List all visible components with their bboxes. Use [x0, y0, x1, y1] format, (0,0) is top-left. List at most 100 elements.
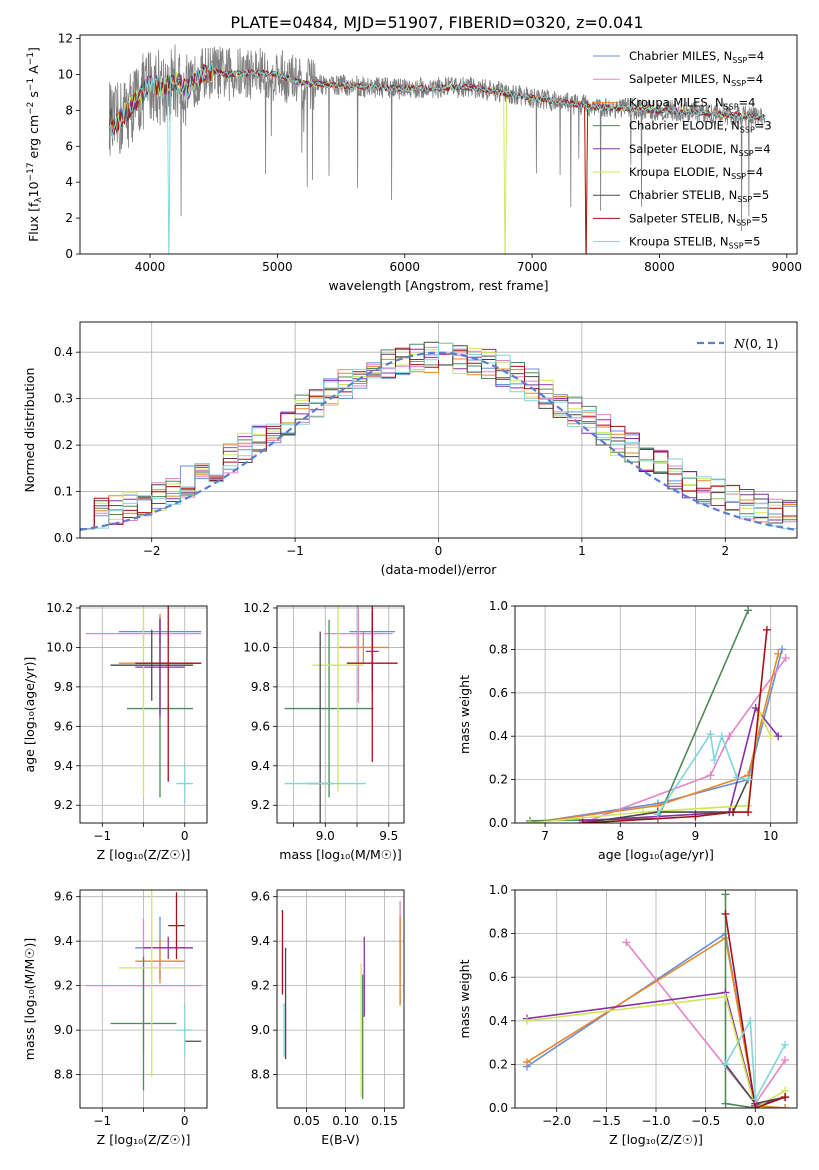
x-tick-label: 9000 [772, 260, 803, 274]
y-tick-label: 0.6 [489, 686, 508, 700]
y-tick-label: 10.0 [243, 640, 270, 654]
residual-histogram [80, 347, 797, 530]
legend-entry: Salpeter MILES, NSSP=4 [629, 72, 763, 88]
weight-marker [762, 625, 771, 634]
axes: −2 −1 0 1 2 0.0 0.1 0.2 0.3 0.4 (data-model)/error… [22, 321, 798, 577]
legend-entry-tail: =5 [744, 235, 761, 249]
gaussian-curve [80, 351, 797, 531]
plot-area [522, 890, 790, 1108]
legend-entry-sub: SSP [732, 56, 747, 65]
spectrum-legend: Chabrier MILES, NSSP=4 Salpeter MILES, NS… [593, 49, 772, 251]
axes-frame [514, 605, 798, 824]
weight-line [529, 653, 779, 823]
y-axis-label-part: Flux [f [26, 202, 41, 242]
weight-line [582, 779, 749, 823]
axes-frame [276, 889, 405, 1109]
weight-marker [781, 1093, 790, 1102]
figure-title: PLATE=0484, MJD=51907, FIBERID=0320, z=0… [230, 13, 643, 32]
weight-marker [717, 732, 726, 741]
legend-entry-main: Kroupa ELODIE, N [629, 165, 731, 179]
y-tick-label: 0.1 [54, 485, 73, 499]
legend-entry: Kroupa ELODIE, NSSP=4 [629, 165, 763, 181]
x-tick-label: 6000 [389, 260, 420, 274]
legend-entry-sub: SSP [739, 149, 754, 158]
axes-frame [79, 605, 208, 824]
x-axis-label: age [log₁₀(age/yr)] [598, 847, 714, 862]
y-axis-label-part: A [26, 65, 41, 78]
axes-frame [79, 34, 798, 255]
weight-marker [522, 1016, 531, 1025]
x-tick-label: 0.05 [293, 1114, 320, 1128]
weight-line [582, 657, 787, 823]
y-tick-label: 4 [65, 175, 73, 189]
x-tick-label: 8000 [644, 260, 675, 274]
x-tick-label: 0 [435, 544, 443, 558]
legend-entry-tail: =5 [751, 211, 768, 225]
legend-entry-tail: =4 [754, 142, 771, 156]
legend-entry-main: Chabrier ELODIE, N [629, 119, 740, 133]
x-tick-label: 4000 [135, 260, 166, 274]
y-tick-label: 9.8 [54, 680, 73, 694]
legend-entry-sub: SSP [729, 242, 744, 251]
weight-marker [732, 773, 741, 782]
weight-marker [781, 1040, 790, 1049]
y-tick-label: 9.8 [251, 680, 270, 694]
y-tick-label: 10.2 [46, 601, 73, 615]
axes: 9.0 9.5 9.2 9.4 9.6 9.8 10.0 10.2 mass [log₁₀(M/… [243, 601, 405, 862]
y-axis-label: mass weight [457, 675, 472, 754]
legend-entry-tail: =4 [747, 49, 764, 63]
weight-marker [622, 938, 631, 947]
legend-entry-main: Kroupa STELIB, N [629, 235, 729, 249]
weight-marker [578, 819, 587, 823]
y-tick-label: 8 [65, 103, 73, 117]
x-tick-label: 0 [181, 829, 189, 843]
x-tick-label: 5000 [262, 260, 293, 274]
y-tick-label: 0.4 [489, 1014, 508, 1028]
y-tick-label: 9.4 [54, 759, 73, 773]
y-axis-label-part: 10 [26, 181, 41, 197]
axes: 0.05 0.10 0.15 8.8 9.0 9.2 9.4 9.6 E(B-V) [251, 889, 405, 1147]
y-tick-label: 9.2 [251, 798, 270, 812]
x-tick-label: 7 [541, 829, 549, 843]
weight-marker [746, 1016, 755, 1025]
y-tick-label: 9.0 [54, 1023, 73, 1037]
weight-marker [522, 1058, 531, 1067]
y-tick-label: 8.8 [251, 1068, 270, 1082]
y-tick-label: 0.2 [489, 773, 508, 787]
weight-marker [781, 1104, 790, 1108]
x-tick-label: −1 [93, 829, 111, 843]
y-axis-label: Normed distribution [22, 368, 37, 493]
y-tick-label: 9.2 [251, 979, 270, 993]
plot-area [80, 341, 797, 531]
y-tick-label: 2 [65, 211, 73, 225]
legend-entry: Chabrier MILES, NSSP=4 [629, 49, 764, 65]
legend-entry-sub: SSP [731, 79, 746, 88]
weight-marker [706, 730, 715, 739]
x-tick-label: −1.0 [641, 1114, 670, 1128]
y-tick-label: 9.2 [54, 979, 73, 993]
y-tick-label: 9.0 [251, 1023, 270, 1037]
axes: 7 8 9 10 0.0 0.2 0.4 0.6 0.8 1.0 age [log₁₀(age/yr… [457, 599, 798, 862]
y-tick-label: 9.4 [54, 934, 73, 948]
legend-entry-main: Kroupa MILES, N [629, 95, 724, 109]
weight-marker [721, 909, 730, 918]
x-tick-label: 0.10 [332, 1114, 359, 1128]
weight-marker [729, 808, 738, 817]
grid [515, 889, 797, 1109]
y-axis-label: age [log₁₀(age/yr)] [22, 657, 37, 773]
x-tick-label: −2 [143, 544, 161, 558]
y-tick-label: 8.8 [54, 1068, 73, 1082]
x-tick-label: 0.0 [746, 1114, 765, 1128]
grid [277, 890, 404, 1108]
weight-marker [691, 812, 700, 821]
y-tick-label: 10.2 [243, 601, 270, 615]
y-axis-label-part: −1 [26, 78, 36, 91]
x-tick-label: 0 [181, 1114, 189, 1128]
plot-area [85, 606, 202, 804]
weight-line [724, 913, 786, 1108]
x-tick-label: 9.5 [379, 829, 398, 843]
x-tick-label: 9.0 [316, 829, 335, 843]
y-axis-label-part: erg cm [26, 115, 41, 163]
weight-marker [744, 606, 753, 615]
